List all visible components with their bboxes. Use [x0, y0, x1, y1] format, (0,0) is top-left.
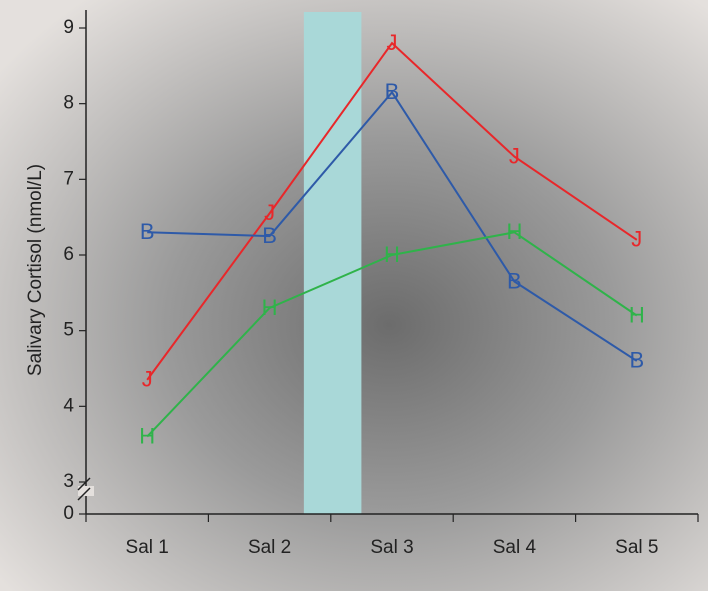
y-tick-label: 7: [63, 168, 74, 189]
x-tick-label: Sal 1: [126, 537, 169, 558]
point-marker: B: [629, 348, 644, 373]
x-tick-label: Sal 5: [615, 537, 658, 558]
x-tick-label: Sal 3: [370, 537, 413, 558]
x-tick-label: Sal 2: [248, 537, 291, 558]
point-marker: J: [509, 143, 520, 168]
point-marker: H: [262, 295, 278, 320]
y-tick-label: 9: [63, 17, 74, 38]
point-marker: J: [387, 30, 398, 55]
point-marker: J: [264, 200, 275, 225]
x-tick-label: Sal 4: [493, 537, 537, 558]
y-tick-label: 6: [63, 244, 74, 265]
point-marker: H: [384, 242, 400, 267]
y-tick-label: 8: [63, 93, 74, 114]
point-marker: J: [142, 367, 153, 392]
y-axis-label: Salivary Cortisol (nmol/L): [25, 164, 46, 376]
shaded-period: [304, 12, 362, 514]
point-marker: J: [631, 227, 642, 252]
y-tick-label: 4: [63, 395, 74, 416]
chart: Salivary Cortisol (nmol/L) 3 4 5 6 7 8 9 0 Sal 1…: [0, 0, 708, 591]
y-tick-label: 3: [63, 471, 74, 492]
y-tick-label: 0: [63, 503, 74, 524]
point-marker: B: [140, 219, 155, 244]
point-marker: B: [262, 223, 277, 248]
point-marker: H: [139, 423, 155, 448]
point-marker: H: [629, 302, 645, 327]
point-marker: H: [506, 219, 522, 244]
y-tick-label: 5: [63, 320, 74, 341]
point-marker: B: [385, 79, 400, 104]
point-marker: B: [507, 268, 522, 293]
